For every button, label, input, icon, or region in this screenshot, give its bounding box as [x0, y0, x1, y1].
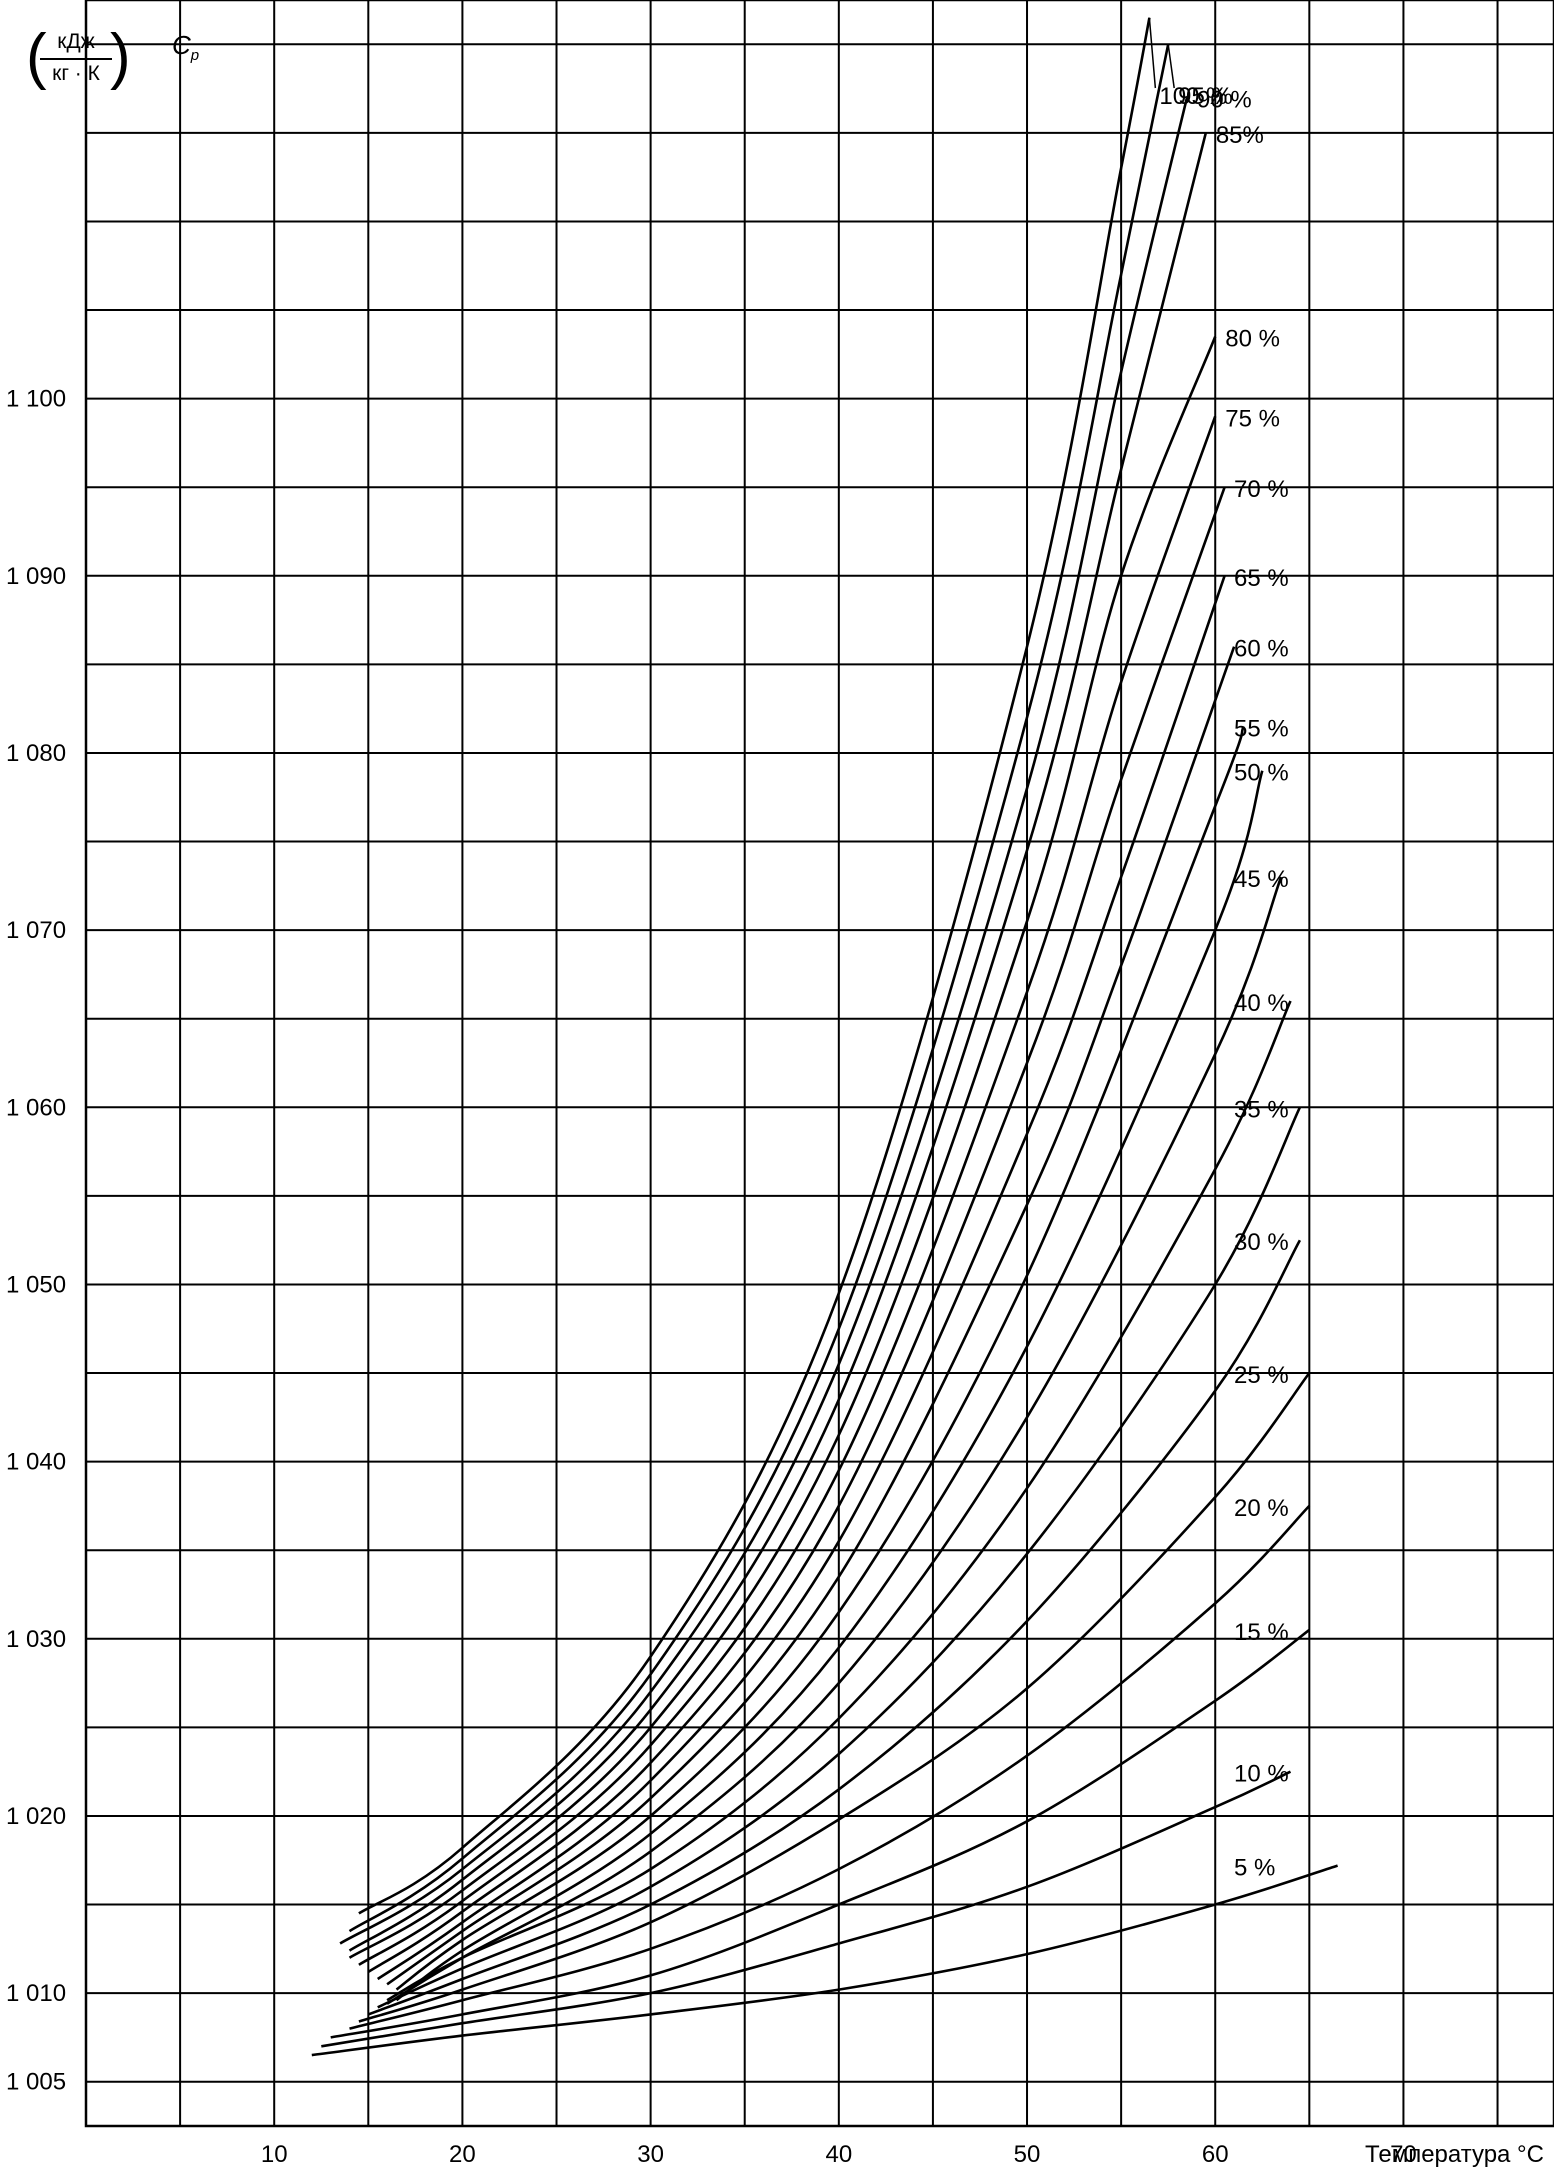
- series-curve: [348, 132, 1208, 1952]
- unit-denominator: кг · К: [52, 62, 100, 85]
- series-label: 30 %: [1234, 1229, 1289, 1256]
- series-label: 75 %: [1225, 405, 1280, 432]
- y-axis-symbol: Cp: [172, 30, 199, 64]
- series-curve: [348, 44, 1170, 1933]
- label-leader: [1167, 44, 1175, 89]
- x-tick-label: 60: [1202, 2141, 1229, 2168]
- y-tick-label: 1 020: [6, 1803, 66, 1830]
- series-curve: [358, 1372, 1311, 2023]
- series-label: 90 %: [1197, 86, 1252, 113]
- series-curve: [348, 336, 1217, 1959]
- y-symbol-main: C: [172, 30, 191, 60]
- series-label: 65 %: [1234, 565, 1289, 592]
- y-tick-label: 1 090: [6, 563, 66, 590]
- series-label: 60 %: [1234, 636, 1289, 663]
- y-tick-label: 1 100: [6, 386, 66, 413]
- series-curve: [358, 17, 1151, 1915]
- y-tick-labels: 1 005 1 010 1 020 1 030 1 040 1 050 1 060 1 070…: [6, 386, 66, 2096]
- series-label: 95 %: [1178, 83, 1233, 110]
- plot-frame: [84, 0, 1554, 2128]
- x-tick-labels: 10 20 30 40 50 60 70: [261, 2141, 1417, 2168]
- x-tick-label: 10: [261, 2141, 288, 2168]
- y-symbol-sub: p: [190, 47, 200, 65]
- left-paren: (: [26, 22, 47, 91]
- y-tick-label: 1 005: [6, 2069, 66, 2096]
- series-label: 10 %: [1234, 1761, 1289, 1788]
- series-curve: [367, 1239, 1302, 2016]
- unit-fraction-line: [40, 58, 112, 60]
- x-tick-label: 20: [449, 2141, 476, 2168]
- y-tick-label: 1 060: [6, 1094, 66, 1121]
- series-label: 15 %: [1234, 1619, 1289, 1646]
- y-axis-unit: ( кДж кг · К ): [26, 22, 131, 91]
- series-label: 50 %: [1234, 760, 1289, 787]
- label-leader: [1148, 17, 1157, 89]
- series-curve: [386, 1000, 1292, 2002]
- y-tick-label: 1 050: [6, 1271, 66, 1298]
- series-curve: [386, 646, 1236, 1986]
- series-curve: [377, 1106, 1302, 2009]
- series-curve: [376, 575, 1226, 1981]
- y-tick-label: 1 080: [6, 740, 66, 767]
- series-curve: [321, 1770, 1292, 2048]
- label-leaders: [1148, 17, 1175, 89]
- series-curve: [367, 486, 1226, 1973]
- x-tick-label: 70: [1390, 2141, 1417, 2168]
- series-curve: [339, 97, 1189, 1945]
- series-label: 5 %: [1234, 1855, 1275, 1882]
- series-curve: [386, 876, 1283, 2005]
- series-label: 85%: [1216, 122, 1264, 149]
- x-tick-label: 40: [825, 2141, 852, 2168]
- y-tick-label: 1 010: [6, 1980, 66, 2007]
- series-label: 45 %: [1234, 866, 1289, 893]
- x-tick-label: 30: [637, 2141, 664, 2168]
- series-label: 20 %: [1234, 1495, 1289, 1522]
- series-curve: [358, 415, 1217, 1966]
- series-label: 70 %: [1234, 476, 1289, 503]
- series-curve: [330, 1628, 1311, 2039]
- y-tick-label: 1 070: [6, 917, 66, 944]
- series-label: 55 %: [1234, 715, 1289, 742]
- x-tick-label: 50: [1014, 2141, 1041, 2168]
- y-tick-label: 1 040: [6, 1449, 66, 1476]
- series-labels: 5 % 10 % 15 % 20 % 25 % 30 % 35 % 40 % 45 % 50 % 5…: [1159, 83, 1288, 1882]
- series-curve: [349, 1504, 1311, 2030]
- curves: [311, 17, 1338, 2057]
- series-label: 35 %: [1234, 1096, 1289, 1123]
- x-axis-label: Температура °C: [1365, 2141, 1544, 2168]
- grid: [86, 0, 1554, 2126]
- series-label: 40 %: [1234, 990, 1289, 1017]
- series-label: 25 %: [1234, 1362, 1289, 1389]
- series-curve: [311, 1864, 1338, 2057]
- right-paren: ): [110, 22, 131, 91]
- unit-numerator: кДж: [57, 30, 95, 53]
- series-curve: [395, 770, 1264, 2002]
- series-curve: [395, 725, 1245, 1991]
- series-label: 80 %: [1225, 326, 1280, 353]
- series-label: 100 %: [1159, 83, 1227, 110]
- y-tick-label: 1 030: [6, 1626, 66, 1653]
